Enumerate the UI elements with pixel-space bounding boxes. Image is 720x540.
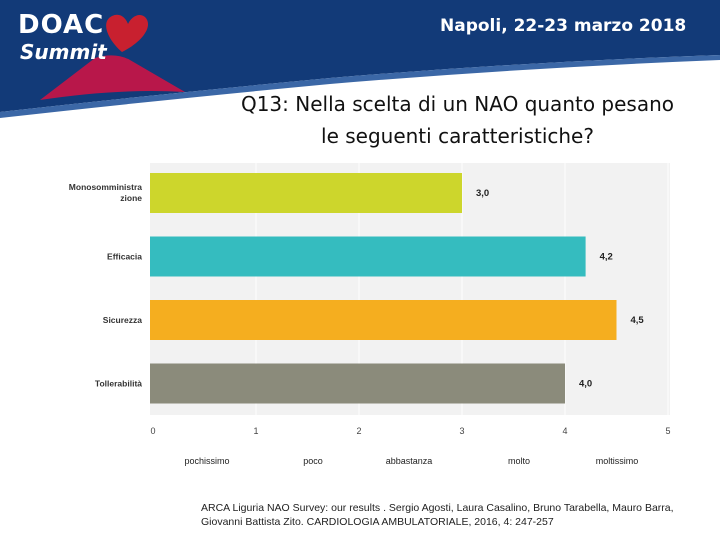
- slide-title: Q13: Nella scelta di un NAO quanto pesan…: [240, 92, 675, 148]
- heart-icon: [106, 14, 149, 52]
- x-tick-label: 4: [562, 426, 567, 436]
- header-banner: [0, 0, 720, 118]
- logo-doac: DOAC: [18, 10, 105, 40]
- category-label: Tollerabilità: [95, 379, 142, 389]
- bar: [150, 236, 586, 277]
- category-label: Efficacia: [107, 252, 142, 262]
- x-tick-label: 0: [150, 426, 155, 436]
- event-title: Napoli, 22-23 marzo 2018: [440, 16, 687, 36]
- scale-label: molto: [507, 456, 531, 466]
- scale-label: pochissimo: [184, 456, 230, 466]
- data-label: 4,2: [600, 252, 613, 263]
- category-label: Monosomministra: [69, 182, 142, 192]
- x-tick-label: 3: [459, 426, 464, 436]
- data-label: 3,0: [476, 188, 489, 199]
- x-tick-label: 5: [665, 426, 670, 436]
- category-label: zione: [120, 193, 142, 203]
- x-tick-label: 1: [253, 426, 258, 436]
- bar: [150, 300, 617, 340]
- scale-label: poco: [303, 456, 323, 466]
- x-tick-label: 2: [356, 426, 361, 436]
- scale-label: moltissimo: [595, 456, 639, 466]
- logo-summit: Summit: [20, 40, 107, 64]
- category-label: Sicurezza: [103, 315, 142, 325]
- data-label: 4,0: [579, 379, 592, 390]
- bar: [150, 173, 462, 213]
- bar: [150, 363, 565, 404]
- volcano-icon: [40, 55, 185, 100]
- scale-label: abbastanza: [385, 456, 433, 466]
- citation: ARCA Liguria NAO Survey: our results . S…: [201, 502, 674, 528]
- data-label: 4,5: [631, 315, 645, 326]
